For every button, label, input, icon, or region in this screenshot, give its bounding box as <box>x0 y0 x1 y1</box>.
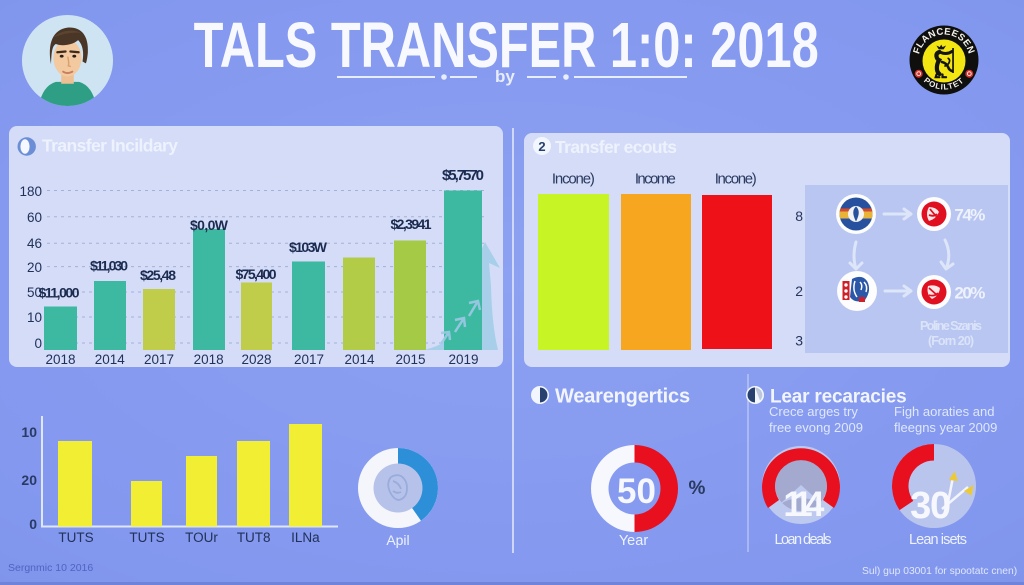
svg-text:(Forn 20): (Forn 20) <box>928 334 974 348</box>
svg-text:2028: 2028 <box>241 352 271 367</box>
svg-text:2018: 2018 <box>45 352 75 367</box>
svg-text:Figh aoraties and: Figh aoraties and <box>894 404 994 419</box>
svg-text:$103W: $103W <box>289 239 328 255</box>
svg-text:50: 50 <box>617 472 656 511</box>
svg-text:0: 0 <box>29 516 37 532</box>
svg-text:114: 114 <box>783 485 825 524</box>
svg-text:Incone): Incone) <box>715 171 757 188</box>
svg-text:Loan deals: Loan deals <box>775 532 832 548</box>
svg-text:Poline Szanis: Poline Szanis <box>920 319 982 333</box>
svg-text:2: 2 <box>538 139 545 154</box>
svg-text:46: 46 <box>27 236 42 251</box>
svg-text:Transfer Incildary: Transfer Incildary <box>42 135 178 155</box>
svg-text:ILNa: ILNa <box>291 530 320 545</box>
svg-text:TUTS: TUTS <box>58 530 93 545</box>
svg-text:Lear recaracies: Lear recaracies <box>770 387 906 408</box>
svg-text:TUTS: TUTS <box>129 530 164 545</box>
svg-text:3: 3 <box>795 333 803 349</box>
svg-text:50: 50 <box>27 285 42 300</box>
svg-text:2014: 2014 <box>344 352 375 367</box>
svg-text:60: 60 <box>27 210 42 225</box>
svg-text:TOUr: TOUr <box>185 530 218 545</box>
svg-text:2019: 2019 <box>448 352 478 367</box>
svg-text:Income: Income <box>635 171 676 188</box>
svg-text:Sul) gup 03001 for spootatc cn: Sul) gup 03001 for spootatc cnen) <box>862 566 1017 577</box>
svg-text:2014: 2014 <box>95 352 126 367</box>
svg-text:by: by <box>495 67 515 86</box>
svg-text:2017: 2017 <box>294 352 324 367</box>
svg-text:Lean isets: Lean isets <box>909 532 967 548</box>
svg-text:0: 0 <box>34 336 42 351</box>
svg-text:Year: Year <box>619 533 648 549</box>
svg-text:$2,3941: $2,3941 <box>391 216 432 232</box>
svg-text:TUT8: TUT8 <box>237 530 271 545</box>
svg-text:%: % <box>689 478 706 499</box>
svg-text:fleegns year 2009: fleegns year 2009 <box>894 420 997 435</box>
svg-text:$5,7570: $5,7570 <box>442 167 484 184</box>
svg-text:2018: 2018 <box>194 352 224 367</box>
svg-text:30: 30 <box>910 485 951 527</box>
svg-text:20%: 20% <box>954 284 985 303</box>
svg-text:2017: 2017 <box>144 352 174 367</box>
svg-text:10: 10 <box>27 310 42 325</box>
svg-text:Incone): Incone) <box>552 171 595 188</box>
svg-text:$11,030: $11,030 <box>90 258 128 274</box>
svg-text:$11,000: $11,000 <box>39 285 80 301</box>
svg-text:20: 20 <box>21 472 37 488</box>
svg-text:8: 8 <box>795 208 803 224</box>
svg-text:74%: 74% <box>954 206 985 225</box>
svg-text:2: 2 <box>795 283 803 299</box>
svg-text:Wearengertics: Wearengertics <box>555 386 690 408</box>
svg-text:2015: 2015 <box>395 352 425 367</box>
svg-text:$75,400: $75,400 <box>236 266 277 282</box>
svg-text:$25,48: $25,48 <box>140 267 176 283</box>
svg-text:$0,0W: $0,0W <box>190 217 229 233</box>
svg-text:20: 20 <box>27 260 42 275</box>
svg-text:free evong 2009: free evong 2009 <box>769 420 863 435</box>
svg-text:Transfer ecouts: Transfer ecouts <box>555 137 677 157</box>
svg-text:Crece arges try: Crece arges try <box>769 404 858 419</box>
svg-text:10: 10 <box>21 424 37 440</box>
svg-text:180: 180 <box>19 184 42 199</box>
